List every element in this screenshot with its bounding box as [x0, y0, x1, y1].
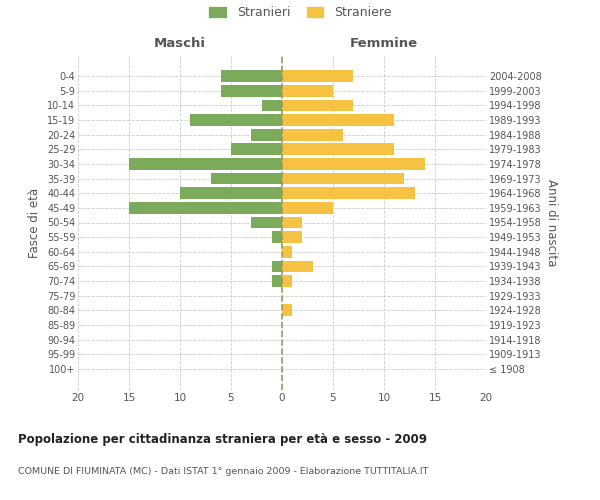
Bar: [282, 216, 302, 228]
Bar: [272, 275, 282, 287]
Bar: [221, 70, 282, 82]
Bar: [262, 100, 282, 111]
Text: COMUNE DI FIUMINATA (MC) - Dati ISTAT 1° gennaio 2009 - Elaborazione TUTTITALIA.: COMUNE DI FIUMINATA (MC) - Dati ISTAT 1°…: [18, 468, 428, 476]
Bar: [282, 246, 292, 258]
Bar: [282, 232, 302, 243]
Bar: [282, 129, 343, 140]
Bar: [190, 114, 282, 126]
Bar: [282, 188, 415, 199]
Bar: [251, 129, 282, 140]
Bar: [282, 172, 404, 184]
Bar: [282, 114, 394, 126]
Bar: [251, 216, 282, 228]
Bar: [282, 304, 292, 316]
Text: Maschi: Maschi: [154, 37, 206, 50]
Y-axis label: Fasce di età: Fasce di età: [28, 188, 41, 258]
Bar: [282, 202, 333, 213]
Bar: [211, 172, 282, 184]
Y-axis label: Anni di nascita: Anni di nascita: [545, 179, 558, 266]
Bar: [129, 202, 282, 213]
Text: Femmine: Femmine: [350, 37, 418, 50]
Text: Popolazione per cittadinanza straniera per età e sesso - 2009: Popolazione per cittadinanza straniera p…: [18, 432, 427, 446]
Bar: [282, 144, 394, 155]
Bar: [282, 260, 313, 272]
Bar: [180, 188, 282, 199]
Bar: [129, 158, 282, 170]
Bar: [272, 232, 282, 243]
Bar: [282, 275, 292, 287]
Bar: [282, 85, 333, 96]
Bar: [282, 158, 425, 170]
Legend: Stranieri, Straniere: Stranieri, Straniere: [208, 6, 392, 20]
Bar: [282, 100, 353, 111]
Bar: [272, 260, 282, 272]
Bar: [282, 70, 353, 82]
Bar: [231, 144, 282, 155]
Bar: [221, 85, 282, 96]
